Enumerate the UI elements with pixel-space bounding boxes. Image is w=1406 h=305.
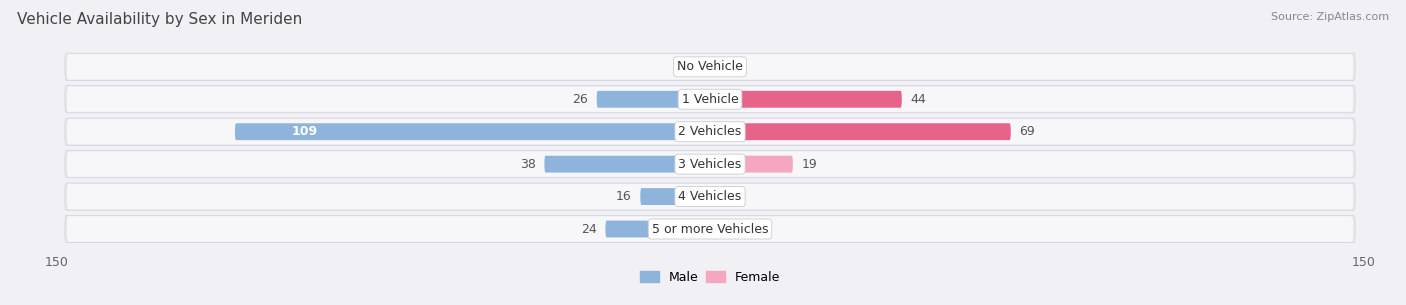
FancyBboxPatch shape: [596, 91, 710, 108]
FancyBboxPatch shape: [65, 118, 1355, 145]
Text: 1 Vehicle: 1 Vehicle: [682, 93, 738, 106]
Text: 0: 0: [727, 60, 735, 73]
Text: 0: 0: [685, 60, 693, 73]
FancyBboxPatch shape: [710, 58, 718, 75]
FancyBboxPatch shape: [67, 216, 1353, 242]
FancyBboxPatch shape: [65, 215, 1355, 243]
FancyBboxPatch shape: [710, 156, 793, 173]
FancyBboxPatch shape: [67, 54, 1353, 80]
FancyBboxPatch shape: [235, 123, 710, 140]
Text: 44: 44: [911, 93, 927, 106]
FancyBboxPatch shape: [606, 221, 710, 238]
FancyBboxPatch shape: [65, 151, 1355, 178]
Text: 24: 24: [581, 223, 596, 235]
FancyBboxPatch shape: [702, 58, 710, 75]
Text: 7: 7: [749, 223, 758, 235]
FancyBboxPatch shape: [544, 156, 710, 173]
Text: 4 Vehicles: 4 Vehicles: [679, 190, 741, 203]
FancyBboxPatch shape: [65, 183, 1355, 210]
Text: 38: 38: [520, 158, 536, 170]
FancyBboxPatch shape: [710, 91, 901, 108]
FancyBboxPatch shape: [640, 188, 710, 205]
Text: Source: ZipAtlas.com: Source: ZipAtlas.com: [1271, 12, 1389, 22]
FancyBboxPatch shape: [67, 152, 1353, 177]
Text: 26: 26: [572, 93, 588, 106]
Text: 3: 3: [731, 190, 740, 203]
Legend: Male, Female: Male, Female: [636, 266, 785, 289]
Text: Vehicle Availability by Sex in Meriden: Vehicle Availability by Sex in Meriden: [17, 12, 302, 27]
Text: 2 Vehicles: 2 Vehicles: [679, 125, 741, 138]
FancyBboxPatch shape: [67, 119, 1353, 144]
Text: 3 Vehicles: 3 Vehicles: [679, 158, 741, 170]
FancyBboxPatch shape: [65, 86, 1355, 113]
FancyBboxPatch shape: [710, 188, 723, 205]
FancyBboxPatch shape: [710, 221, 741, 238]
Text: 16: 16: [616, 190, 631, 203]
Text: 19: 19: [801, 158, 817, 170]
Text: No Vehicle: No Vehicle: [678, 60, 742, 73]
Text: 69: 69: [1019, 125, 1035, 138]
FancyBboxPatch shape: [710, 123, 1011, 140]
Text: 5 or more Vehicles: 5 or more Vehicles: [652, 223, 768, 235]
Text: 109: 109: [292, 125, 318, 138]
FancyBboxPatch shape: [67, 184, 1353, 209]
FancyBboxPatch shape: [65, 53, 1355, 81]
FancyBboxPatch shape: [67, 87, 1353, 112]
